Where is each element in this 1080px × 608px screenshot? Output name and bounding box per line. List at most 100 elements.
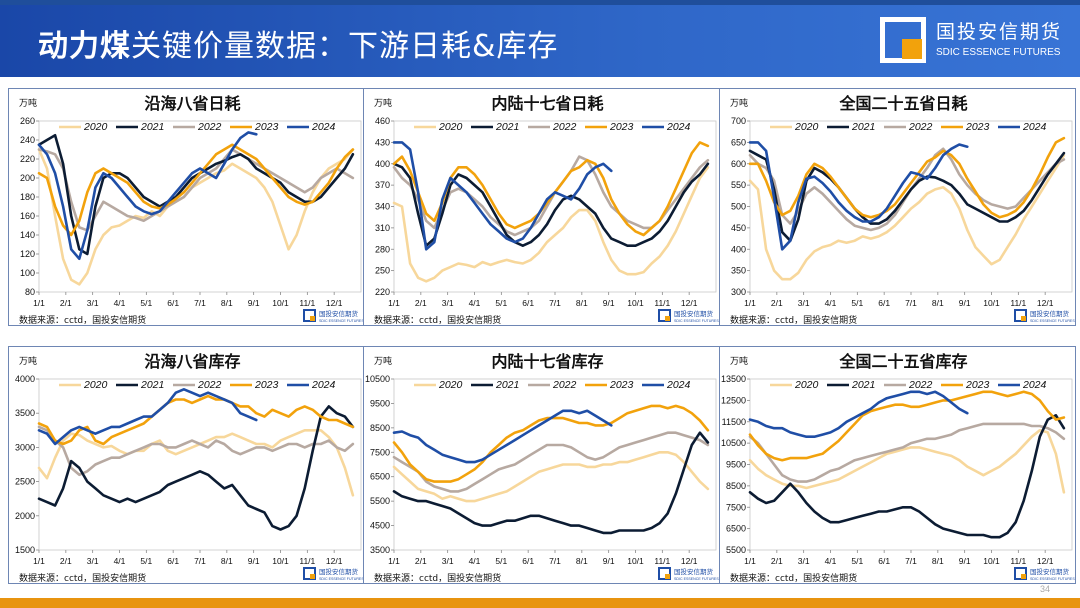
x-tick-label: 5/1	[495, 298, 507, 308]
series-lines	[748, 390, 1066, 539]
unit-label: 万吨	[730, 97, 748, 109]
chart-legend: 2020 2021 2022 2023 2024	[59, 379, 336, 391]
mini-logo-en: SDIC ESSENCE FUTURES	[674, 319, 719, 323]
brand-name-en: SDIC ESSENCE FUTURES	[936, 47, 1061, 58]
unit-label: 万吨	[730, 355, 748, 367]
x-tick-label: 4/1	[469, 556, 481, 566]
legend-label-2021: 2021	[140, 379, 164, 391]
x-tick-label: 6/1	[878, 298, 890, 308]
x-tick-label: 10/1	[627, 298, 644, 308]
chart-panel-national-daily-burn: 全国二十五省日耗 万吨 2020 2021 2022 2023 2024 300 350 400 4…	[719, 88, 1076, 326]
y-tick-label: 2500	[15, 477, 35, 487]
plot-area	[38, 378, 362, 551]
x-tick-label: 4/1	[825, 298, 837, 308]
y-tick-label: 10500	[721, 438, 746, 448]
x-tick-label: 10/1	[272, 556, 289, 566]
series-line-2023	[37, 394, 355, 446]
mini-logo-cn: 国投安信期货	[319, 309, 359, 318]
legend-label-2024: 2024	[666, 121, 691, 133]
x-tick-label: 1/1	[388, 298, 400, 308]
x-tick-label: 6/1	[167, 298, 179, 308]
mini-logo-cn: 国投安信期货	[674, 567, 714, 576]
mini-logo-en: SDIC ESSENCE FUTURES	[674, 577, 719, 581]
y-tick-label: 11500	[722, 417, 746, 427]
series-line-2022	[392, 431, 710, 493]
mini-logo-en: SDIC ESSENCE FUTURES	[319, 319, 364, 323]
chart-legend: 2020 2021 2022 2023 2024	[770, 121, 1047, 133]
y-tick-label: 220	[375, 287, 390, 297]
series-line-2024	[748, 141, 969, 251]
series-line-2021	[392, 162, 710, 247]
mini-logo-accent	[1021, 316, 1026, 321]
legend-label-2022: 2022	[908, 379, 933, 391]
y-tick-label: 3500	[370, 545, 390, 555]
mini-logo-en: SDIC ESSENCE FUTURES	[1030, 319, 1075, 323]
x-tick-label: 1/1	[33, 556, 45, 566]
x-tick-label: 8/1	[932, 556, 944, 566]
series-line-2021	[748, 149, 1066, 242]
y-tick-label: 6500	[726, 524, 746, 534]
mini-logo-accent	[665, 316, 670, 321]
legend-label-2020: 2020	[794, 379, 819, 391]
mini-logo-icon	[303, 309, 316, 322]
y-tick-label: 8500	[370, 423, 390, 433]
x-tick-label: 7/1	[905, 298, 917, 308]
series-line-2022	[748, 422, 1066, 483]
legend-label-2022: 2022	[197, 121, 222, 133]
x-tick-label: 8/1	[576, 298, 588, 308]
mini-logo-icon	[303, 567, 316, 580]
legend-label-2023: 2023	[965, 379, 990, 391]
x-tick-label: 9/1	[959, 556, 971, 566]
series-line-2023	[748, 390, 1066, 462]
legend-label-2022: 2022	[908, 121, 933, 133]
x-tick-label: 6/1	[522, 556, 534, 566]
x-tick-label: 3/1	[798, 556, 810, 566]
x-tick-label: 10/1	[983, 298, 1000, 308]
y-tick-label: 430	[375, 137, 390, 147]
top-accent-line	[0, 0, 1080, 5]
x-tick-label: 2/1	[60, 298, 72, 308]
x-tick-label: 9/1	[248, 298, 260, 308]
x-tick-label: 5/1	[140, 298, 152, 308]
brand-name-cn: 国投安信期货	[936, 21, 1063, 43]
legend-label-2024: 2024	[311, 121, 336, 133]
y-tick-label: 200	[20, 173, 35, 183]
mini-logo-accent	[665, 574, 670, 579]
y-tick-label: 10500	[365, 374, 390, 384]
x-tick-label: 2/1	[771, 556, 783, 566]
y-tick-label: 2000	[15, 511, 35, 521]
unit-label: 万吨	[19, 355, 37, 367]
x-tick-label: 3/1	[442, 298, 454, 308]
brand-block: 国投安信期货 SDIC ESSENCE FUTURES	[880, 15, 1070, 71]
legend-label-2021: 2021	[140, 121, 164, 133]
data-source: 数据来源：cctd，国投安信期货	[374, 314, 501, 326]
mini-logo-en: SDIC ESSENCE FUTURES	[1030, 577, 1075, 581]
y-tick-label: 8500	[726, 481, 746, 491]
series-line-2024	[392, 409, 613, 464]
legend-label-2024: 2024	[666, 379, 691, 391]
x-tick-label: 1/1	[744, 298, 756, 308]
series-line-2024	[37, 131, 258, 261]
x-tick-label: 7/1	[194, 298, 206, 308]
y-tick-label: 80	[25, 287, 35, 297]
x-tick-label: 4/1	[825, 556, 837, 566]
x-tick-label: 10/1	[272, 298, 289, 308]
legend-label-2022: 2022	[552, 121, 577, 133]
chart-svg: 全国二十五省库存 万吨 2020 2021 2022 2023 2024 5500 6500 75…	[721, 352, 1075, 584]
slide-title-bold: 动力煤	[38, 29, 131, 64]
data-source: 数据来源：cctd，国投安信期货	[19, 314, 146, 326]
legend-label-2024: 2024	[1022, 379, 1047, 391]
chart-panel-coastal-daily-burn: 沿海八省日耗 万吨 2020 2021 2022 2023 2024 80 100 120 140 1…	[8, 88, 365, 326]
series-lines	[37, 387, 355, 531]
mini-logo-accent	[310, 316, 315, 321]
x-tick-label: 4/1	[469, 298, 481, 308]
y-tick-label: 250	[375, 266, 390, 276]
y-tick-label: 3500	[15, 408, 35, 418]
slide-title: 动力煤关键价量数据：下游日耗&库存	[38, 21, 558, 65]
series-line-2020	[748, 153, 1066, 281]
x-tick-label: 10/1	[627, 556, 644, 566]
x-tick-label: 12/1	[1037, 556, 1054, 566]
x-tick-label: 5/1	[495, 556, 507, 566]
legend-label-2021: 2021	[851, 379, 875, 391]
legend-label-2022: 2022	[552, 379, 577, 391]
